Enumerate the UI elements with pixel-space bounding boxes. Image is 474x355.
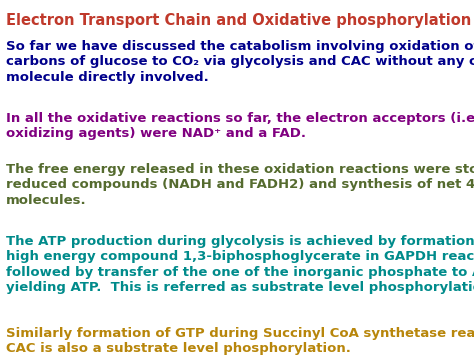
Text: Electron Transport Chain and Oxidative phosphorylation: Electron Transport Chain and Oxidative p… [6,13,471,28]
Text: So far we have discussed the catabolism involving oxidation of 6
carbons of gluc: So far we have discussed the catabolism … [6,40,474,84]
Text: In all the oxidative reactions so far, the electron acceptors (i.e. the
oxidizin: In all the oxidative reactions so far, t… [6,112,474,140]
Text: The free energy released in these oxidation reactions were stored as
reduced com: The free energy released in these oxidat… [6,163,474,207]
Text: The ATP production during glycolysis is achieved by formation of a
high energy c: The ATP production during glycolysis is … [6,235,474,294]
Text: Similarly formation of GTP during Succinyl CoA synthetase reaction of
CAC is als: Similarly formation of GTP during Succin… [6,327,474,355]
